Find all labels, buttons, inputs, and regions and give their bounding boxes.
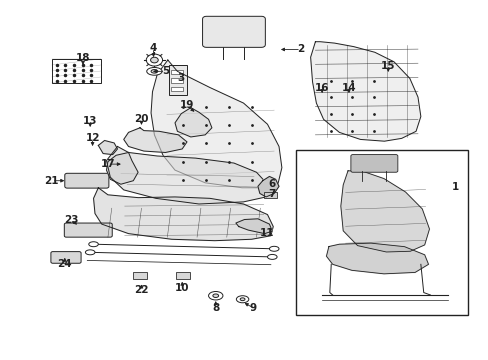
Ellipse shape [208,292,223,300]
Ellipse shape [85,250,95,255]
Ellipse shape [236,296,248,303]
Ellipse shape [267,255,277,259]
Text: 6: 6 [268,179,275,189]
Text: 7: 7 [268,189,275,199]
Bar [296,150,467,315]
Text: 16: 16 [314,82,329,93]
Text: 8: 8 [212,303,219,313]
Text: 9: 9 [249,303,256,313]
Ellipse shape [269,246,279,251]
Text: 20: 20 [134,114,148,124]
Ellipse shape [212,294,218,297]
Ellipse shape [151,69,158,73]
Ellipse shape [240,298,244,301]
Bar [170,70,183,74]
Ellipse shape [150,57,158,63]
Text: 2: 2 [297,45,304,54]
Bar [170,87,183,91]
Ellipse shape [89,242,98,247]
Bar [170,78,183,83]
Polygon shape [310,42,420,141]
Polygon shape [340,171,428,252]
Text: 23: 23 [63,215,78,225]
Text: 19: 19 [180,100,194,110]
Polygon shape [235,219,272,234]
Text: 3: 3 [177,73,184,83]
Text: 15: 15 [380,62,395,71]
Text: 11: 11 [260,228,274,238]
Text: 13: 13 [83,116,97,126]
FancyBboxPatch shape [64,173,109,188]
Polygon shape [123,128,186,153]
Ellipse shape [146,67,162,75]
Polygon shape [326,243,427,274]
Text: 21: 21 [44,176,59,186]
Text: 1: 1 [451,182,458,192]
Text: 24: 24 [58,259,72,269]
FancyBboxPatch shape [51,252,81,263]
Bar [133,273,146,279]
Text: 17: 17 [101,159,115,169]
Polygon shape [151,60,281,188]
FancyBboxPatch shape [350,154,397,172]
FancyBboxPatch shape [64,223,112,237]
Polygon shape [106,147,267,204]
Bar [168,65,186,95]
Polygon shape [106,153,138,184]
Text: 12: 12 [85,133,100,143]
FancyBboxPatch shape [202,16,265,48]
Text: 14: 14 [341,82,356,93]
Bar [52,59,101,83]
Polygon shape [257,176,279,197]
Text: 22: 22 [134,285,148,295]
Polygon shape [93,188,273,241]
Polygon shape [98,140,117,154]
Polygon shape [175,108,211,137]
Bar [176,273,189,279]
Text: 4: 4 [149,43,157,53]
Bar [263,192,277,198]
Text: 5: 5 [162,66,169,76]
Text: 18: 18 [76,53,90,63]
Text: 10: 10 [175,283,189,293]
Ellipse shape [146,54,162,66]
